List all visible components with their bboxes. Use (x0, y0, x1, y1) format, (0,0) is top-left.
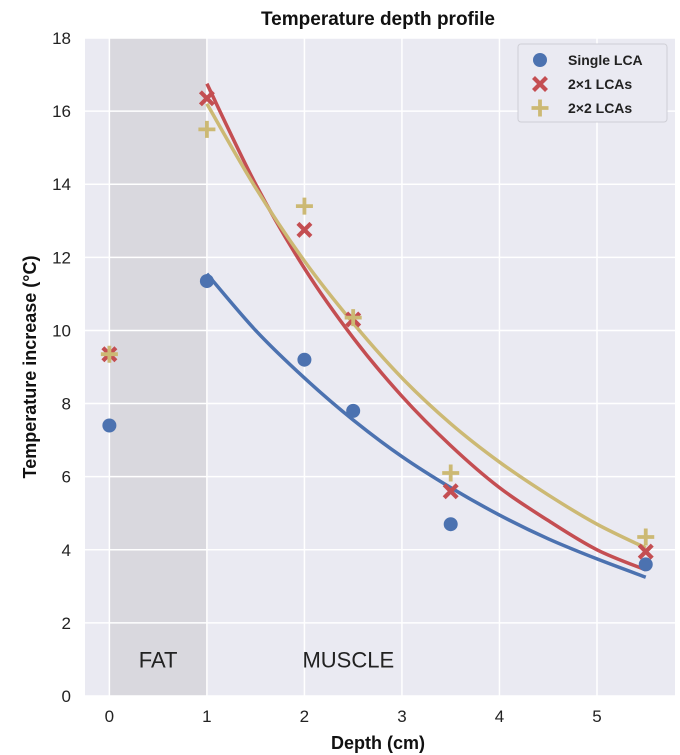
region-label-muscle: MUSCLE (302, 647, 394, 672)
data-point-series-3 (637, 528, 655, 546)
data-point-series-3 (442, 464, 460, 482)
y-tick-label: 12 (52, 248, 71, 267)
x-tick-label: 0 (105, 707, 114, 726)
y-axis-label: Temperature increase (°C) (20, 256, 40, 479)
gridlines (85, 37, 675, 697)
chart-title: Temperature depth profile (261, 9, 495, 30)
x-tick-label: 1 (202, 707, 211, 726)
legend-box (517, 43, 668, 123)
y-tick-label: 18 (52, 29, 71, 48)
x-axis-label: Depth (cm) (331, 733, 425, 753)
region-labels: FAT MUSCLE (139, 647, 394, 672)
data-point-series-1 (199, 274, 214, 289)
region-label-fat: FAT (139, 647, 178, 672)
legend-label-series-3: 2×2 LCAs (568, 100, 632, 116)
y-tick-label: 0 (62, 687, 71, 706)
data-point-series-3 (198, 120, 216, 138)
legend-label-series-1: Single LCA (568, 52, 643, 68)
y-tick-label: 4 (62, 541, 71, 560)
legend-marker-series-1 (533, 53, 547, 67)
data-point-series-3 (344, 309, 362, 327)
legend-marker-series-2 (532, 76, 548, 92)
fit-curves (205, 82, 647, 579)
legend-marker-series-3 (531, 99, 549, 117)
data-point-series-3 (295, 197, 313, 215)
data-point-series-1 (443, 517, 458, 532)
y-tick-label: 10 (52, 321, 71, 340)
x-tick-label: 2 (300, 707, 309, 726)
x-tick-label: 3 (397, 707, 406, 726)
x-tick-label: 5 (592, 707, 601, 726)
y-tick-label: 8 (62, 395, 71, 414)
data-point-series-2 (637, 543, 654, 560)
data-point-series-2 (296, 221, 313, 238)
data-point-series-2 (198, 90, 215, 107)
legend-label-series-2: 2×1 LCAs (568, 76, 632, 92)
regions (109, 38, 207, 696)
fit-line-series-3 (205, 102, 647, 550)
y-tick-label: 14 (52, 175, 71, 194)
y-tick-label: 2 (62, 614, 71, 633)
data-point-series-1 (102, 418, 117, 433)
y-tick-label: 16 (52, 102, 71, 121)
fit-line-series-1 (205, 272, 647, 579)
data-point-series-1 (638, 557, 653, 572)
legend: Single LCA 2×1 LCAs 2×2 LCAs (517, 43, 668, 123)
x-tick-label: 4 (495, 707, 504, 726)
region-shade-fat (109, 38, 207, 696)
data-point-series-1 (297, 352, 312, 367)
data-point-series-3 (100, 345, 118, 363)
data-point-series-2 (442, 483, 459, 500)
y-tick-label: 6 (62, 468, 71, 487)
data-points (100, 90, 655, 572)
data-point-series-1 (346, 403, 361, 418)
